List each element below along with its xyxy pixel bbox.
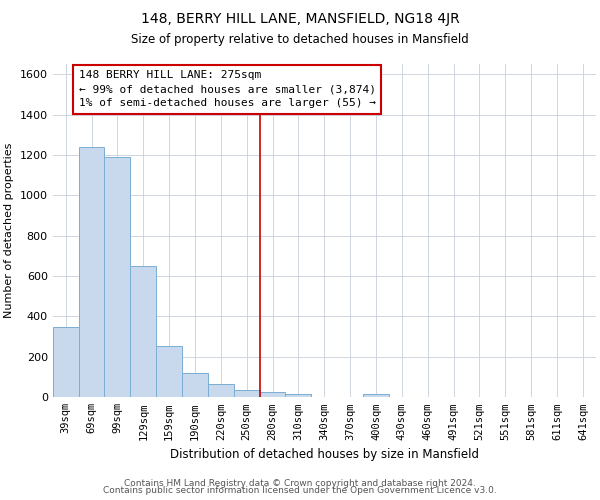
Text: Contains public sector information licensed under the Open Government Licence v3: Contains public sector information licen… bbox=[103, 486, 497, 495]
X-axis label: Distribution of detached houses by size in Mansfield: Distribution of detached houses by size … bbox=[170, 448, 479, 461]
Bar bbox=[104, 157, 130, 397]
Bar bbox=[260, 392, 286, 397]
Bar bbox=[234, 390, 260, 397]
Bar bbox=[130, 266, 156, 397]
Text: Contains HM Land Registry data © Crown copyright and database right 2024.: Contains HM Land Registry data © Crown c… bbox=[124, 478, 476, 488]
Bar bbox=[208, 384, 234, 397]
Y-axis label: Number of detached properties: Number of detached properties bbox=[4, 143, 14, 318]
Bar bbox=[182, 373, 208, 397]
Text: 148 BERRY HILL LANE: 275sqm
← 99% of detached houses are smaller (3,874)
1% of s: 148 BERRY HILL LANE: 275sqm ← 99% of det… bbox=[79, 70, 376, 108]
Bar bbox=[79, 147, 104, 397]
Bar bbox=[363, 394, 389, 397]
Text: Size of property relative to detached houses in Mansfield: Size of property relative to detached ho… bbox=[131, 32, 469, 46]
Text: 148, BERRY HILL LANE, MANSFIELD, NG18 4JR: 148, BERRY HILL LANE, MANSFIELD, NG18 4J… bbox=[140, 12, 460, 26]
Bar bbox=[156, 346, 182, 397]
Bar bbox=[53, 326, 79, 397]
Bar bbox=[286, 394, 311, 397]
